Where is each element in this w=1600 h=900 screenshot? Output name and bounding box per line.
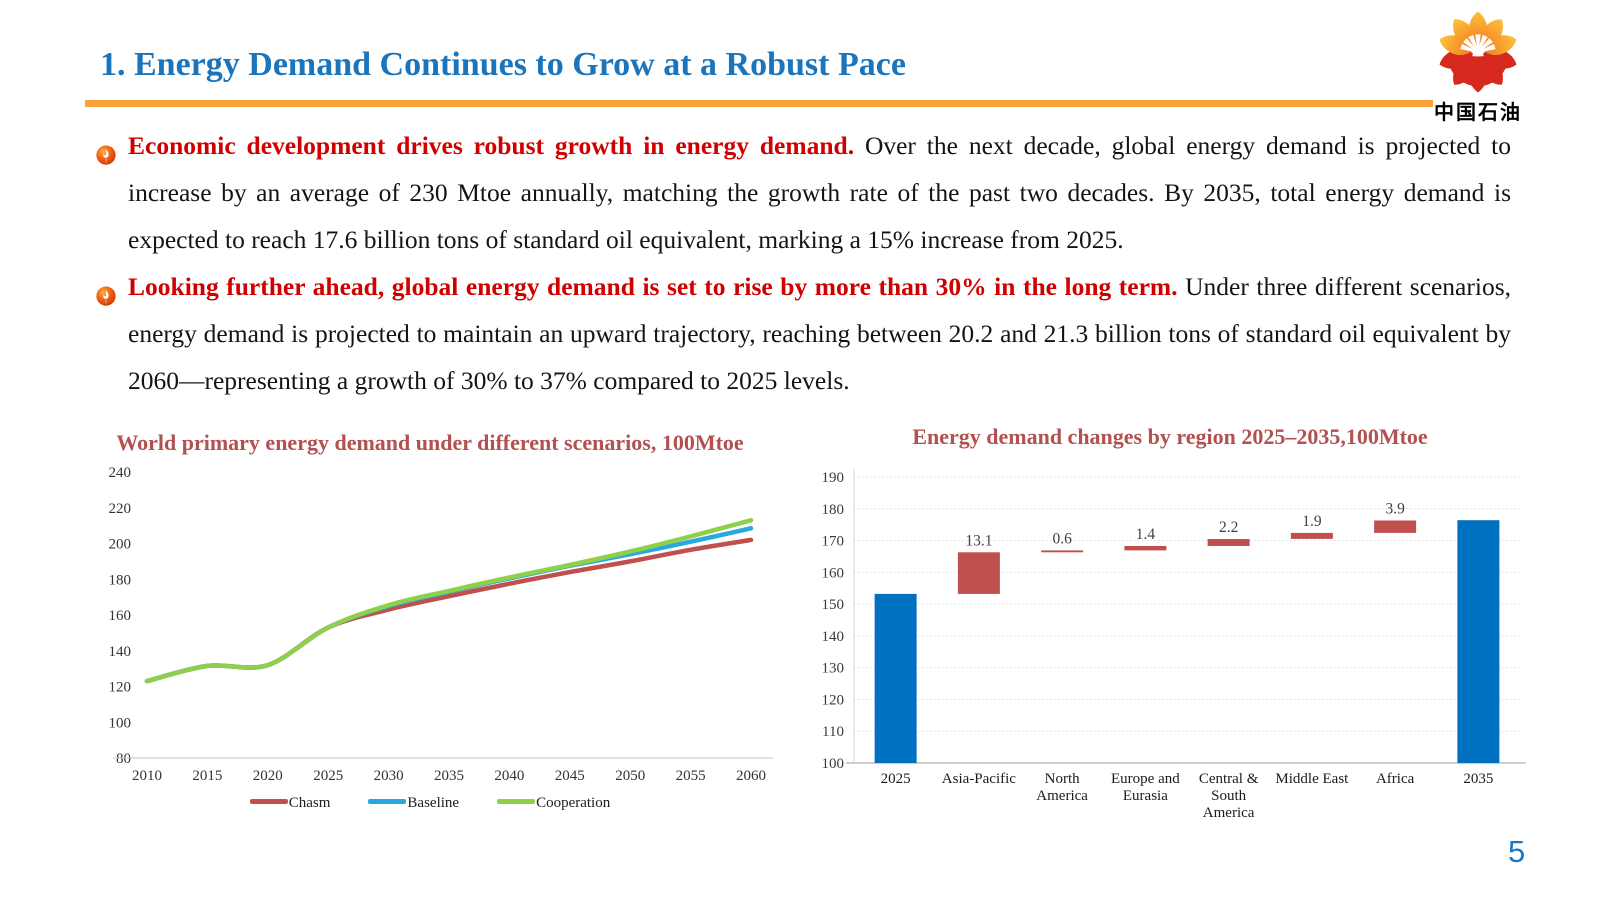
- flame-icon: [95, 135, 117, 182]
- bullet-text: Looking further ahead, global energy dem…: [128, 263, 1511, 404]
- x-category-label: 2025: [880, 771, 911, 787]
- series-line-cooperation: [144, 518, 754, 684]
- line-chart-title: World primary energy demand under differ…: [116, 430, 744, 455]
- x-category-label: Central & South America: [1198, 771, 1259, 821]
- legend-swatch-cooperation: [497, 799, 536, 805]
- bullet-lead: Looking further ahead, global energy dem…: [128, 272, 1178, 301]
- x-category-label: Europe and Eurasia: [1111, 771, 1180, 804]
- logo-orange-petals: [1439, 11, 1517, 55]
- y-tick-label: 120: [109, 680, 132, 696]
- y-tick-label: 120: [822, 692, 845, 708]
- bullet-body: Over the next decade, global energy dema…: [128, 131, 1512, 254]
- y-tick-label: 140: [109, 644, 132, 660]
- legend-label: Chasm: [288, 795, 331, 811]
- y-tick-label: 140: [822, 629, 845, 645]
- line-chart-legend: Chasm Baseline Cooperation: [85, 795, 775, 812]
- legend-swatch-chasm: [249, 799, 288, 805]
- page-title: 1. Energy Demand Continues to Grow at a …: [100, 46, 906, 83]
- x-tick-label: 2045: [555, 768, 585, 784]
- bullet-body: Under three different scenarios, energy …: [128, 272, 1511, 395]
- x-tick-label: 2060: [736, 768, 766, 784]
- waterfall-chart: Energy demand changes by region 2025–203…: [800, 424, 1540, 877]
- y-tick-label: 180: [822, 502, 845, 518]
- waterfall-canvas: 100 110 120 130 140 150 160 170 180 190 13.1 0.6 1.4…: [822, 469, 1526, 772]
- legend-item-baseline: Baseline: [368, 795, 459, 812]
- x-category-label: Middle East: [1275, 771, 1349, 787]
- bar-value-label: 3.9: [1385, 501, 1405, 518]
- y-tick-label: 170: [822, 534, 845, 550]
- y-tick-label: 190: [822, 470, 845, 486]
- legend-item-chasm: Chasm: [249, 795, 331, 812]
- logo-sunburst: [1460, 34, 1496, 58]
- bullet-list: Economic development drives robust growt…: [95, 122, 1511, 404]
- x-category-label: Africa: [1375, 771, 1415, 787]
- y-tick-label: 110: [822, 724, 844, 740]
- y-tick-label: 100: [109, 715, 132, 731]
- bullet-lead: Economic development drives robust growt…: [128, 131, 855, 160]
- flame-icon: [95, 276, 117, 323]
- x-tick-label: 2035: [434, 768, 464, 784]
- y-tick-label: 220: [109, 501, 132, 517]
- bar-value-label: 0.6: [1052, 530, 1072, 547]
- x-tick-label: 2015: [192, 768, 222, 784]
- y-tick-label: 240: [109, 465, 132, 481]
- y-tick-label: 160: [822, 565, 845, 581]
- waterfall-bar: [1124, 546, 1167, 551]
- bar-value-label: 2.2: [1219, 519, 1238, 536]
- waterfall-bar: [1041, 550, 1084, 553]
- bullet-point-2: Looking further ahead, global energy dem…: [95, 263, 1511, 404]
- y-tick-label: 130: [822, 661, 845, 677]
- x-tick-label: 2040: [494, 768, 524, 784]
- line-chart: World primary energy demand under differ…: [85, 430, 775, 812]
- y-tick-label: 160: [109, 608, 132, 624]
- bullet-point-1: Economic development drives robust growt…: [95, 122, 1511, 263]
- waterfall-plot-area: 100 110 120 130 140 150 160 170 180 190 13.1 0.6 1.4…: [800, 457, 1540, 877]
- waterfall-bar: [1457, 520, 1500, 763]
- x-tick-label: 2025: [313, 768, 343, 784]
- x-tick-label: 2030: [374, 768, 404, 784]
- bar-value-label: 1.9: [1302, 513, 1322, 530]
- bar-value-label: 1.4: [1136, 526, 1156, 543]
- x-tick-label: 2050: [615, 768, 645, 784]
- cnpc-logo: 中国石油: [1420, 8, 1536, 125]
- cnpc-logo-text: 中国石油: [1434, 102, 1522, 124]
- waterfall-bar: [874, 593, 917, 763]
- title-divider: [85, 100, 1433, 107]
- legend-item-cooperation: Cooperation: [497, 795, 610, 812]
- waterfall-bar: [1207, 539, 1250, 546]
- waterfall-chart-title: Energy demand changes by region 2025–203…: [912, 424, 1428, 449]
- waterfall-bar: [957, 552, 1000, 594]
- y-tick-label: 200: [109, 537, 132, 553]
- y-tick-label: 100: [822, 756, 845, 769]
- y-tick-label: 80: [116, 751, 131, 767]
- line-chart-canvas: 80 100 120 140 160 180 200 220 240 2010 2015 2020 20…: [109, 465, 773, 784]
- cnpc-logo-icon: [1439, 11, 1517, 93]
- x-tick-label: 2055: [676, 768, 706, 784]
- legend-swatch-baseline: [368, 799, 407, 805]
- bullet-text: Economic development drives robust growt…: [128, 122, 1511, 263]
- series-line-chasm: [144, 537, 754, 684]
- waterfall-bar: [1374, 520, 1417, 533]
- x-tick-label: 2020: [253, 768, 283, 784]
- y-tick-label: 150: [822, 597, 845, 613]
- series-line-baseline: [144, 526, 754, 684]
- x-category-label: North America: [1036, 771, 1088, 804]
- legend-label: Cooperation: [536, 795, 611, 811]
- bar-value-label: 13.1: [965, 532, 992, 549]
- legend-label: Baseline: [407, 795, 460, 811]
- y-tick-label: 180: [109, 572, 132, 588]
- waterfall-bar: [1290, 532, 1333, 539]
- x-category-label: Asia-Pacific: [941, 771, 1016, 787]
- x-tick-label: 2010: [132, 768, 162, 784]
- page-number: 5: [1508, 834, 1526, 869]
- x-category-label: 2035: [1463, 771, 1494, 787]
